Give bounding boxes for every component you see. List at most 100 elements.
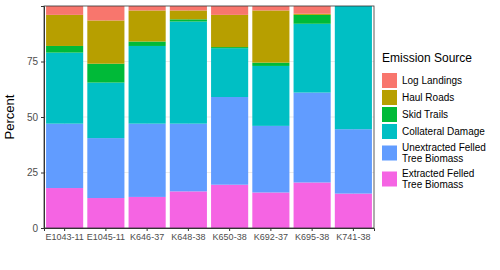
bar-segment <box>252 192 289 228</box>
legend-key <box>382 146 397 161</box>
x-tick-label: K695-38 <box>295 232 329 242</box>
plot: 0 25 50 75 E1043-11 E1045-11 K646-37 K648-38 K65… <box>27 6 375 242</box>
bar-segment <box>211 15 248 47</box>
bar-segment <box>46 15 83 46</box>
bar-segment <box>211 47 248 48</box>
x-tick-mark <box>64 228 65 231</box>
bar-segment <box>46 46 83 53</box>
panel-frame <box>44 6 374 228</box>
bar-segment <box>129 197 166 228</box>
x-tick: K741-38 <box>336 228 370 242</box>
y-tick-label: 25 <box>27 167 39 178</box>
bar-segment <box>294 182 331 228</box>
bar-segment <box>87 83 124 139</box>
bar-segment <box>252 126 289 193</box>
y-tick-mark <box>41 62 44 63</box>
y-tick-label: 50 <box>27 112 39 123</box>
bar-segment <box>170 6 207 10</box>
bar-segment <box>87 6 124 20</box>
legend-label: Collateral Damage <box>402 126 485 137</box>
x-tick-mark <box>105 228 106 231</box>
legend-key <box>382 90 397 105</box>
y-tick-mark <box>41 173 44 174</box>
bar-segment <box>294 93 331 183</box>
chart: 0 25 50 75 E1043-11 E1045-11 K646-37 K648-38 K65… <box>0 0 500 270</box>
legend-key <box>382 172 397 187</box>
bar-segment <box>129 10 166 41</box>
legend-label: Unextracted FelledTree Biomass <box>402 142 486 164</box>
bar-segment <box>211 97 248 185</box>
x-tick-mark <box>147 228 148 231</box>
bar-segment <box>252 6 289 10</box>
y-tick-mark <box>41 117 44 118</box>
x-axis: E1043-11 E1045-11 K646-37 K648-38 K650-38 K69… <box>45 228 375 242</box>
bar-segment <box>46 188 83 228</box>
bar-segment <box>87 20 124 63</box>
legend-label: Extracted FelledTree Biomass <box>402 168 474 190</box>
legend-label: Haul Roads <box>402 92 454 103</box>
y-tick: 75 <box>27 56 44 67</box>
bar-segment <box>335 129 372 193</box>
bar-segment <box>294 6 331 14</box>
y-tick: 0 <box>32 223 44 234</box>
bar-segment <box>87 64 124 83</box>
y-tick-label: 0 <box>32 223 38 234</box>
grid <box>44 6 374 228</box>
bar-segment <box>129 6 166 10</box>
x-tick-mark <box>270 228 271 231</box>
x-tick-mark <box>353 228 354 231</box>
y-tick-label: 75 <box>27 56 39 67</box>
x-tick-label: K692-37 <box>254 232 288 242</box>
x-tick-label: K646-37 <box>130 232 164 242</box>
bar-segment <box>87 198 124 228</box>
x-tick-label: K648-38 <box>171 232 205 242</box>
legend-key <box>382 124 397 139</box>
x-tick: K650-38 <box>213 228 247 242</box>
legend-key <box>382 107 397 122</box>
bar-segment <box>294 24 331 93</box>
bar-segment <box>335 194 372 228</box>
legend-title: Emission Source <box>382 51 472 65</box>
bar-segment <box>211 185 248 228</box>
bar-segment <box>335 6 372 129</box>
x-tick-mark <box>229 228 230 231</box>
y-axis-line <box>41 7 45 229</box>
bar-segment <box>87 138 124 198</box>
panel <box>44 6 374 228</box>
x-tick: K695-38 <box>295 228 329 242</box>
y-tick-mark <box>41 228 44 229</box>
x-tick-mark <box>188 228 189 231</box>
bar-segment <box>46 6 83 15</box>
y-axis: 0 25 50 75 <box>27 7 45 234</box>
bar-segment <box>129 46 166 124</box>
bar-segment <box>129 42 166 46</box>
bar-segment <box>170 124 207 192</box>
bar-segment <box>170 22 207 124</box>
x-tick: E1043-11 <box>45 228 83 242</box>
bar-segment <box>294 14 331 15</box>
bar-segment <box>170 191 207 228</box>
bar-segment <box>211 48 248 97</box>
x-tick: K648-38 <box>171 228 205 242</box>
legend-label: Skid Trails <box>402 109 448 120</box>
bar-segment <box>211 6 248 15</box>
legend-key <box>382 73 397 88</box>
bar-segment <box>252 66 289 126</box>
x-tick-mark <box>312 228 313 231</box>
x-axis-line <box>45 229 375 232</box>
y-tick: 25 <box>27 167 44 178</box>
bars <box>46 6 372 228</box>
bar-segment <box>170 19 207 21</box>
bar-segment <box>252 10 289 62</box>
bar-segment <box>46 124 83 188</box>
x-tick-label: E1043-11 <box>45 232 83 242</box>
legend: Emission SourceLog LandingsHaul RoadsSki… <box>382 51 486 190</box>
x-tick-label: K650-38 <box>213 232 247 242</box>
x-tick-label: E1045-11 <box>87 232 125 242</box>
bar-segment <box>170 10 207 19</box>
bar-segment <box>294 15 331 24</box>
bar-segment <box>252 63 289 66</box>
y-tick: 50 <box>27 112 44 123</box>
x-tick: E1045-11 <box>87 228 125 242</box>
x-tick-label: K741-38 <box>336 232 370 242</box>
